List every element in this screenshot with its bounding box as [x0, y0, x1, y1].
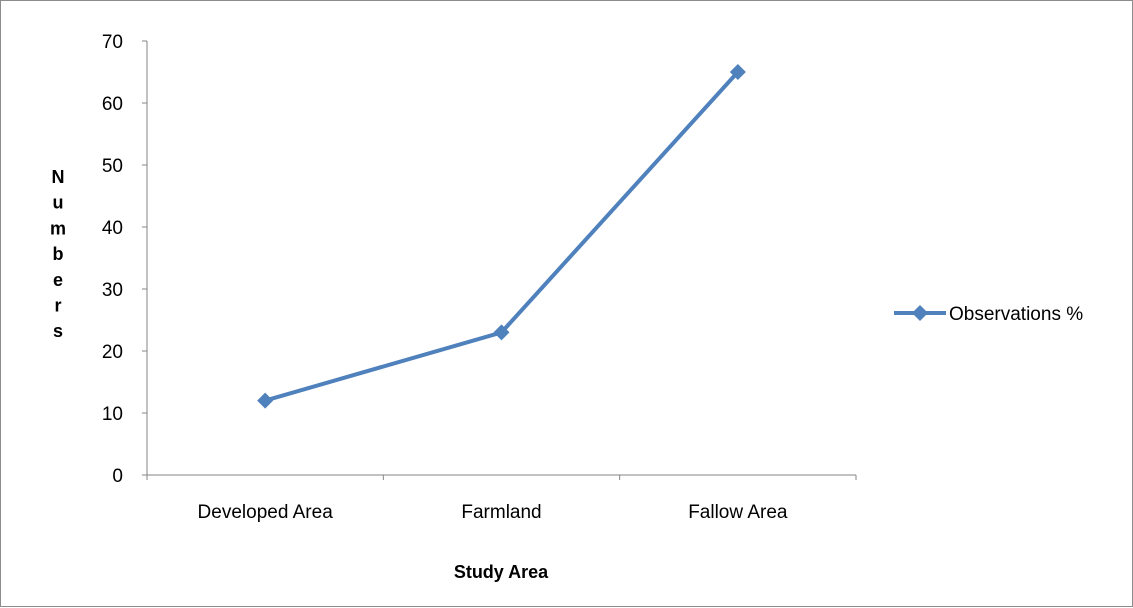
chart-series — [257, 64, 746, 409]
chart-legend: Observations % — [894, 304, 1083, 325]
series-line — [264, 70, 740, 403]
legend-label: Observations % — [949, 304, 1083, 325]
y-tick-label: 40 — [102, 218, 123, 239]
y-tick-label: 70 — [102, 32, 123, 53]
y-tick-label: 20 — [102, 342, 123, 363]
y-tick-label: 60 — [102, 94, 123, 115]
x-axis-ticks: Developed Area Farmland Fallow Area — [146, 475, 857, 523]
y-tick-label: 10 — [102, 404, 123, 425]
y-tick-label: 0 — [112, 466, 123, 487]
y-tick-label: 30 — [102, 280, 123, 301]
x-tick-label: Developed Area — [198, 502, 334, 523]
data-point-marker — [257, 392, 274, 409]
data-point-marker — [729, 64, 746, 80]
chart-axes — [146, 41, 856, 476]
x-tick-label: Fallow Area — [688, 502, 788, 523]
x-tick-label: Farmland — [461, 502, 541, 523]
x-axis-title: Study Area — [454, 562, 549, 582]
data-point-marker — [493, 324, 510, 341]
legend-marker — [912, 305, 928, 321]
y-tick-label: 50 — [102, 156, 123, 177]
y-axis-ticks: 0 10 20 30 40 50 60 70 — [102, 32, 147, 487]
